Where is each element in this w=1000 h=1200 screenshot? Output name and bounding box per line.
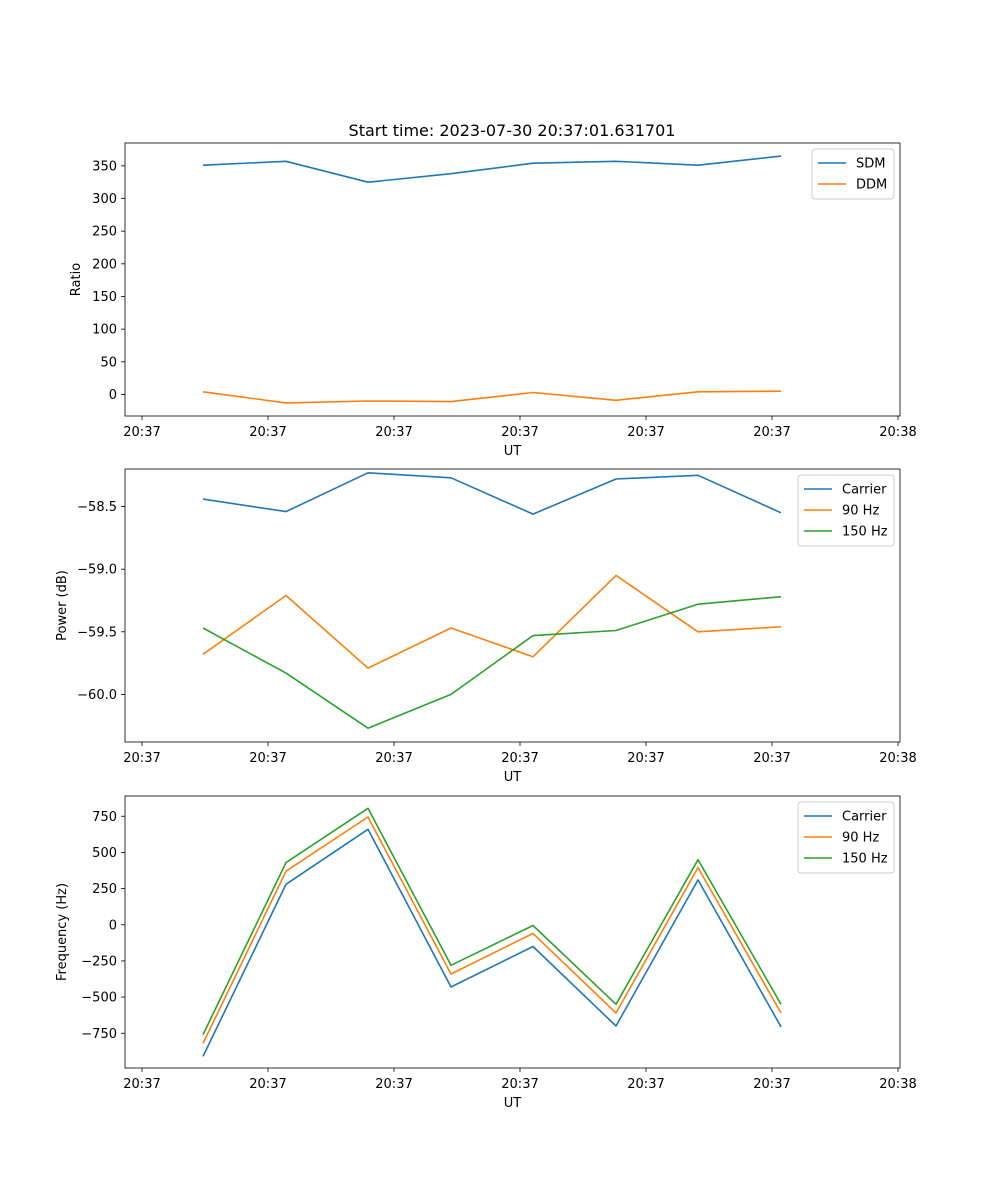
axes-frame — [124, 142, 901, 417]
y-tick-label: 500 — [92, 846, 117, 861]
legend-label: SDM — [856, 157, 885, 172]
x-tick-label: 20:37 — [375, 1077, 412, 1092]
panel-power: −60.0 −59.5 −59.0 −58.5 20:37 20:37 20:37 20:37… — [55, 468, 917, 785]
y-tick-label: −750 — [81, 1027, 117, 1042]
y-tick-label: −59.0 — [77, 563, 117, 578]
x-axis-label: UT — [504, 1096, 522, 1111]
series-line-150-hz — [202, 595, 782, 730]
y-tick-label: 350 — [92, 159, 117, 174]
x-tick-label: 20:37 — [249, 425, 286, 440]
x-tick-label: 20:37 — [249, 751, 286, 766]
legend-label: 150 Hz — [842, 852, 888, 867]
x-tick-label: 20:38 — [879, 751, 916, 766]
panel-ratio: 0 50 100 150 200 250 300 350 20:37 20:37 20:37 20:3… — [69, 142, 917, 459]
chart-panels: 0 50 100 150 200 250 300 350 20:37 20:37 20:37 20:3… — [55, 142, 917, 1111]
y-tick-label: −60.0 — [77, 688, 117, 703]
chart-title: Start time: 2023-07-30 20:37:01.631701 — [349, 121, 676, 140]
x-tick-label: 20:37 — [375, 751, 412, 766]
y-axis-label: Frequency (Hz) — [55, 883, 70, 981]
y-tick-label: 150 — [92, 290, 117, 305]
y-tick-label: −59.5 — [77, 625, 117, 640]
y-tick-label: 200 — [92, 257, 117, 272]
legend-label: 90 Hz — [842, 831, 879, 846]
y-tick-label: 300 — [92, 192, 117, 207]
panel-frequency: −750 −500 −250 0 250 500 750 20:37 20:37 20:37 20:… — [55, 795, 917, 1111]
y-tick-label: −250 — [81, 954, 117, 969]
x-axis-label: UT — [504, 770, 522, 785]
series-line-150-hz — [202, 807, 782, 1036]
x-tick-label: 20:37 — [627, 1077, 664, 1092]
legend-label: Carrier — [842, 483, 887, 498]
y-tick-label: 50 — [100, 355, 117, 370]
x-tick-label: 20:37 — [501, 1077, 538, 1092]
series-line-ddm — [202, 390, 782, 404]
x-axis-label: UT — [504, 444, 522, 459]
x-tick-label: 20:37 — [753, 751, 790, 766]
y-tick-label: −500 — [81, 991, 117, 1006]
legend: SDM DDM — [811, 148, 895, 200]
y-axis-label: Ratio — [69, 263, 84, 296]
x-tick-label: 20:37 — [375, 425, 412, 440]
legend-box — [797, 474, 895, 547]
y-tick-label: −58.5 — [77, 500, 117, 515]
x-tick-label: 20:37 — [627, 425, 664, 440]
legend-label: DDM — [856, 178, 887, 193]
legend-box — [811, 148, 895, 200]
x-tick-label: 20:37 — [627, 751, 664, 766]
legend: Carrier 90 Hz 150 Hz — [797, 474, 895, 547]
legend: Carrier 90 Hz 150 Hz — [797, 801, 895, 874]
x-tick-label: 20:37 — [753, 425, 790, 440]
y-tick-label: 750 — [92, 810, 117, 825]
axes-frame — [124, 468, 901, 743]
y-tick-label: 0 — [109, 918, 117, 933]
x-tick-label: 20:37 — [501, 425, 538, 440]
x-tick-label: 20:38 — [879, 1077, 916, 1092]
legend-label: 150 Hz — [842, 525, 888, 540]
series-line-carrier — [202, 828, 782, 1057]
legend-box — [797, 801, 895, 874]
axes-frame — [124, 795, 901, 1069]
x-tick-label: 20:37 — [753, 1077, 790, 1092]
x-tick-label: 20:37 — [501, 751, 538, 766]
x-tick-label: 20:37 — [123, 425, 160, 440]
x-tick-label: 20:37 — [123, 751, 160, 766]
y-tick-label: 250 — [92, 225, 117, 240]
legend-label: 90 Hz — [842, 504, 879, 519]
x-tick-label: 20:37 — [249, 1077, 286, 1092]
series-line-sdm — [202, 155, 782, 183]
legend-label: Carrier — [842, 810, 887, 825]
series-line-carrier — [202, 471, 782, 515]
y-tick-label: 0 — [109, 388, 117, 403]
x-tick-label: 20:37 — [123, 1077, 160, 1092]
y-tick-label: 100 — [92, 323, 117, 338]
x-tick-label: 20:38 — [879, 425, 916, 440]
y-axis-label: Power (dB) — [55, 570, 70, 641]
series-line-90-hz — [202, 816, 782, 1044]
series-line-90-hz — [202, 574, 782, 669]
y-tick-label: 250 — [92, 882, 117, 897]
